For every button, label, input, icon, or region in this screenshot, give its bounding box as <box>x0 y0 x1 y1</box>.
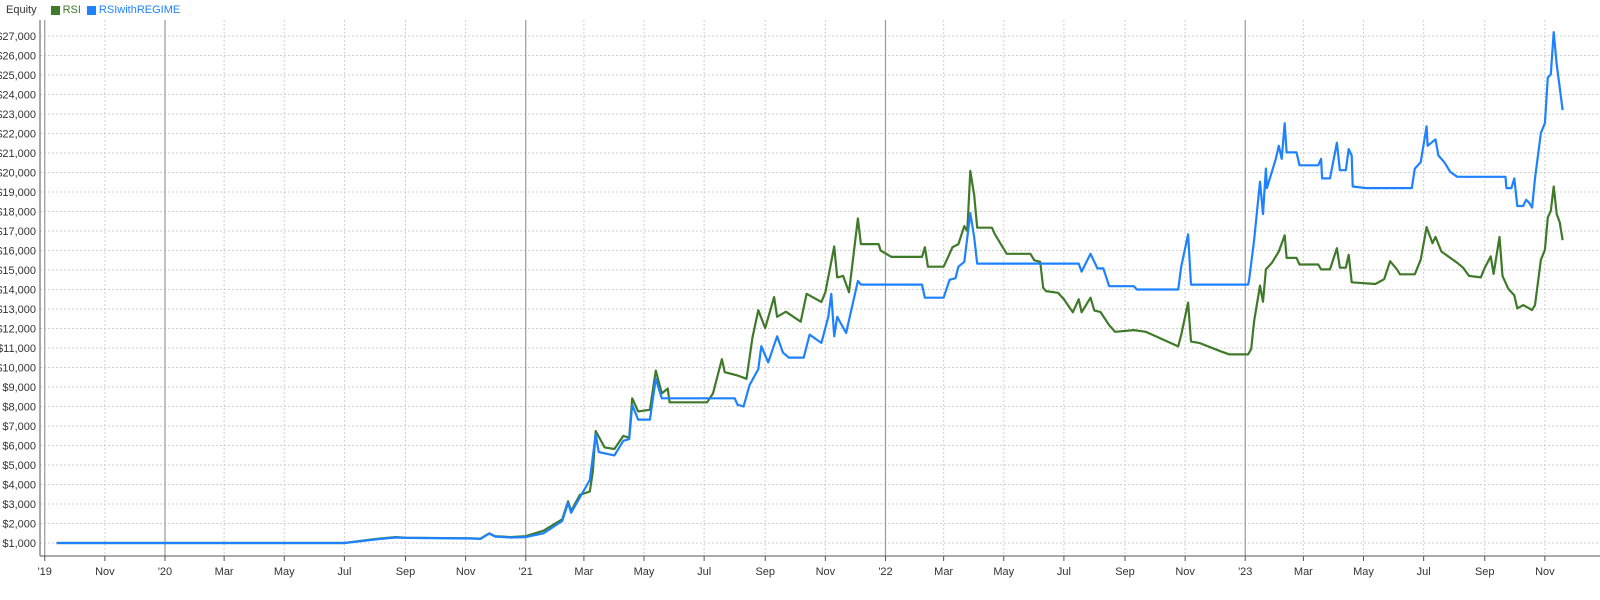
y-tick-label: $25,000 <box>0 70 36 82</box>
grid <box>40 20 1600 556</box>
x-axis: '19 Nov '20 Mar May Jul Sep Nov '21 Mar May Jul Sep N… <box>38 555 1600 578</box>
x-tick-label: Jul <box>1417 566 1431 578</box>
x-tick-label: Sep <box>1115 566 1135 578</box>
x-tick-label: Jul <box>1057 566 1071 578</box>
x-tick-label: Mar <box>1294 566 1313 578</box>
series-line-rsi <box>56 169 1564 545</box>
x-tick-label: Nov <box>456 566 476 578</box>
x-tick-label: May <box>274 566 295 578</box>
y-tick-label: $23,000 <box>0 109 36 121</box>
x-tick-label: May <box>634 566 655 578</box>
x-tick-label: Mar <box>215 566 234 578</box>
x-tick-label: Jul <box>337 566 351 578</box>
y-tick-label: $3,000 <box>2 499 36 511</box>
y-tick-label: $14,000 <box>0 285 36 297</box>
y-tick-label: $9,000 <box>2 382 36 394</box>
legend-item-rsiwithregime[interactable]: RSIwithREGIME <box>86 4 181 16</box>
legend: Equity RSI RSIwithREGIME <box>6 4 180 16</box>
x-tick-label: May <box>1353 566 1374 578</box>
x-tick-label: May <box>993 566 1014 578</box>
x-tick-label: Nov <box>816 566 836 578</box>
series-line-rsiwithregime <box>56 30 1564 545</box>
x-tick-label: Mar <box>574 566 593 578</box>
x-tick-label: '23 <box>1238 566 1252 578</box>
chart-title: Equity <box>6 4 37 16</box>
x-tick-label: '22 <box>878 566 892 578</box>
y-tick-label: $1,000 <box>2 538 36 550</box>
y-axis: $1,000 $2,000 $3,000 $4,000 $5,000 $6,000 $7,0… <box>0 20 41 556</box>
x-tick-label: Sep <box>1475 566 1495 578</box>
x-tick-label: Jul <box>697 566 711 578</box>
y-tick-label: $12,000 <box>0 324 36 336</box>
y-tick-label: $21,000 <box>0 148 36 160</box>
x-tick-label: '20 <box>158 566 172 578</box>
y-tick-label: $20,000 <box>0 168 36 180</box>
legend-label-rsiwithregime: RSIwithREGIME <box>98 4 181 16</box>
y-tick-label: $5,000 <box>2 460 36 472</box>
y-tick-label: $22,000 <box>0 129 36 141</box>
y-tick-label: $16,000 <box>0 246 36 258</box>
x-tick-label: Sep <box>396 566 416 578</box>
y-tick-label: $17,000 <box>0 226 36 238</box>
legend-item-rsi[interactable]: RSI <box>50 4 81 16</box>
y-tick-label: $7,000 <box>2 421 36 433</box>
x-tick-label: Nov <box>95 566 115 578</box>
legend-label-rsi: RSI <box>62 4 81 16</box>
y-tick-label: $18,000 <box>0 207 36 219</box>
y-tick-label: $10,000 <box>0 363 36 375</box>
legend-swatch-rsiwithregime <box>86 5 96 15</box>
y-tick-label: $26,000 <box>0 51 36 63</box>
y-tick-label: $6,000 <box>2 441 36 453</box>
x-tick-label: Sep <box>755 566 775 578</box>
y-tick-label: $11,000 <box>0 343 36 355</box>
x-tick-label: Nov <box>1175 566 1195 578</box>
y-tick-label: $24,000 <box>0 90 36 102</box>
x-tick-label: Nov <box>1535 566 1555 578</box>
series-lines <box>56 30 1564 545</box>
y-tick-label: $19,000 <box>0 187 36 199</box>
x-tick-label: Mar <box>934 566 953 578</box>
y-tick-label: $8,000 <box>2 402 36 414</box>
y-tick-label: $2,000 <box>2 519 36 531</box>
y-tick-label: $13,000 <box>0 304 36 316</box>
x-tick-label: '19 <box>38 566 52 578</box>
y-tick-label: $15,000 <box>0 265 36 277</box>
legend-swatch-rsi <box>50 5 60 15</box>
y-tick-label: $27,000 <box>0 31 36 43</box>
y-tick-label: $4,000 <box>2 480 36 492</box>
x-tick-label: '21 <box>519 566 533 578</box>
